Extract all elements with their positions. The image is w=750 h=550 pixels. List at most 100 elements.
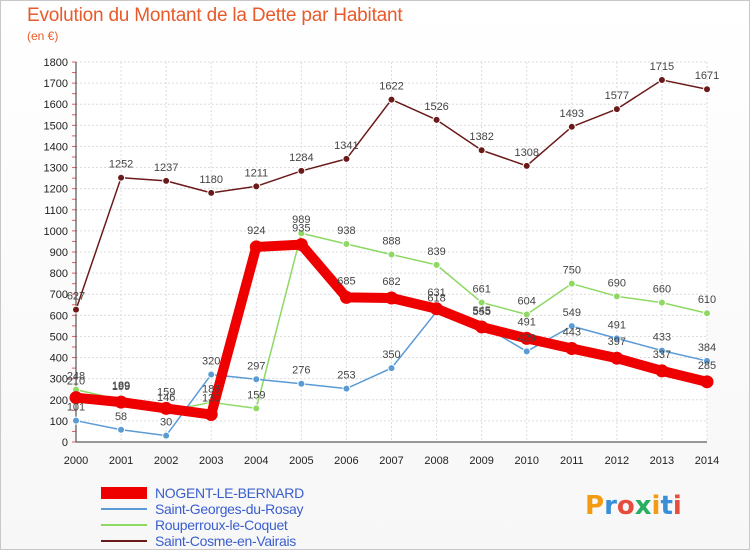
- x-tick-label: 2005: [289, 455, 313, 467]
- logo-letter: o: [616, 491, 635, 521]
- data-point: [612, 105, 621, 114]
- data-point: [387, 95, 396, 104]
- data-point: [162, 431, 171, 440]
- data-point: [207, 370, 216, 379]
- y-tick-label: 900: [50, 247, 68, 259]
- logo-letter: x: [634, 491, 652, 521]
- data-point: [430, 302, 444, 316]
- data-label: 130: [202, 393, 220, 405]
- y-tick-label: 1300: [44, 163, 68, 175]
- data-point: [700, 375, 714, 389]
- data-point: [612, 292, 621, 301]
- logo-letter: P: [585, 491, 605, 521]
- legend-label: Saint-Georges-du-Rosay: [155, 501, 304, 517]
- data-label: 1180: [199, 174, 223, 186]
- data-label: 1671: [695, 70, 719, 82]
- data-point: [432, 115, 441, 124]
- data-point: [114, 395, 128, 409]
- data-point: [565, 341, 579, 355]
- unit-label: (en €): [27, 29, 59, 43]
- data-label: 397: [608, 336, 626, 348]
- y-tick-label: 800: [50, 268, 68, 280]
- data-label: 58: [115, 411, 127, 423]
- data-point: [159, 401, 173, 415]
- data-label: 1211: [244, 167, 268, 179]
- legend-item: NOGENT-LE-BERNARD: [101, 485, 304, 501]
- data-label: 604: [518, 295, 536, 307]
- data-label: 159: [157, 386, 175, 398]
- data-label: 30: [160, 417, 172, 429]
- legend-swatch: [101, 487, 147, 499]
- data-label: 276: [292, 365, 310, 377]
- data-label: 1577: [605, 90, 629, 102]
- y-tick-label: 1000: [44, 226, 68, 238]
- data-point: [657, 75, 666, 84]
- data-label: 350: [382, 349, 400, 361]
- data-point: [72, 416, 80, 425]
- data-label: 1526: [424, 101, 448, 113]
- data-point: [657, 298, 666, 307]
- data-label: 337: [653, 349, 671, 361]
- data-point: [342, 239, 351, 248]
- y-tick-label: 600: [50, 310, 68, 322]
- data-point: [339, 290, 353, 304]
- data-label: 549: [563, 307, 581, 319]
- data-label: 750: [563, 265, 581, 277]
- x-tick-label: 2001: [109, 455, 133, 467]
- y-tick-label: 1400: [44, 141, 68, 153]
- data-label: 1284: [289, 152, 313, 164]
- data-label: 690: [608, 277, 626, 289]
- y-tick-label: 1200: [44, 184, 68, 196]
- data-label: 188: [202, 383, 220, 395]
- x-tick-label: 2007: [379, 455, 403, 467]
- y-tick-label: 1100: [44, 205, 68, 217]
- x-tick-label: 2009: [469, 455, 493, 467]
- legend-swatch: [101, 524, 147, 526]
- data-point: [567, 122, 576, 131]
- y-tick-label: 400: [50, 353, 68, 365]
- data-label: 1308: [514, 147, 538, 159]
- data-point: [72, 305, 80, 314]
- x-tick-label: 2008: [424, 455, 448, 467]
- data-point: [703, 356, 711, 365]
- data-point: [249, 240, 263, 254]
- data-label: 297: [247, 360, 265, 372]
- y-tick-label: 300: [50, 374, 68, 386]
- data-label: 888: [382, 236, 400, 248]
- data-label: 443: [563, 326, 581, 338]
- data-label: 491: [608, 319, 626, 331]
- data-label: 989: [292, 214, 310, 226]
- proxiti-logo: Proxiti: [585, 491, 682, 521]
- legend-label: Rouperroux-le-Coquet: [155, 517, 288, 533]
- x-tick-label: 2014: [695, 455, 719, 467]
- legend-item: Rouperroux-le-Coquet: [101, 517, 304, 533]
- legend-item: Saint-Georges-du-Rosay: [101, 501, 304, 517]
- data-point: [342, 384, 351, 393]
- data-label: 491: [518, 316, 536, 328]
- data-label: 210: [67, 376, 85, 388]
- data-label: 627: [67, 291, 85, 303]
- data-point: [567, 322, 576, 331]
- data-label: 660: [653, 284, 671, 296]
- data-label: 661: [472, 283, 490, 295]
- data-label: 1622: [379, 81, 403, 93]
- data-label: 631: [427, 287, 445, 299]
- data-label: 159: [247, 389, 265, 401]
- data-label: 1382: [469, 131, 493, 143]
- data-point: [342, 154, 351, 163]
- data-point: [385, 291, 398, 305]
- data-point: [297, 166, 306, 175]
- data-point: [655, 364, 669, 378]
- data-label: 1237: [154, 162, 178, 174]
- logo-letter: i: [651, 491, 661, 521]
- x-tick-label: 2012: [605, 455, 629, 467]
- y-tick-label: 1500: [44, 120, 68, 132]
- y-tick-label: 200: [50, 395, 68, 407]
- x-tick-label: 2003: [199, 455, 223, 467]
- data-label: 555: [472, 306, 490, 318]
- data-label: 199: [112, 381, 130, 393]
- data-point: [477, 146, 486, 155]
- x-tick-label: 2013: [650, 455, 674, 467]
- y-tick-label: 1600: [44, 99, 68, 111]
